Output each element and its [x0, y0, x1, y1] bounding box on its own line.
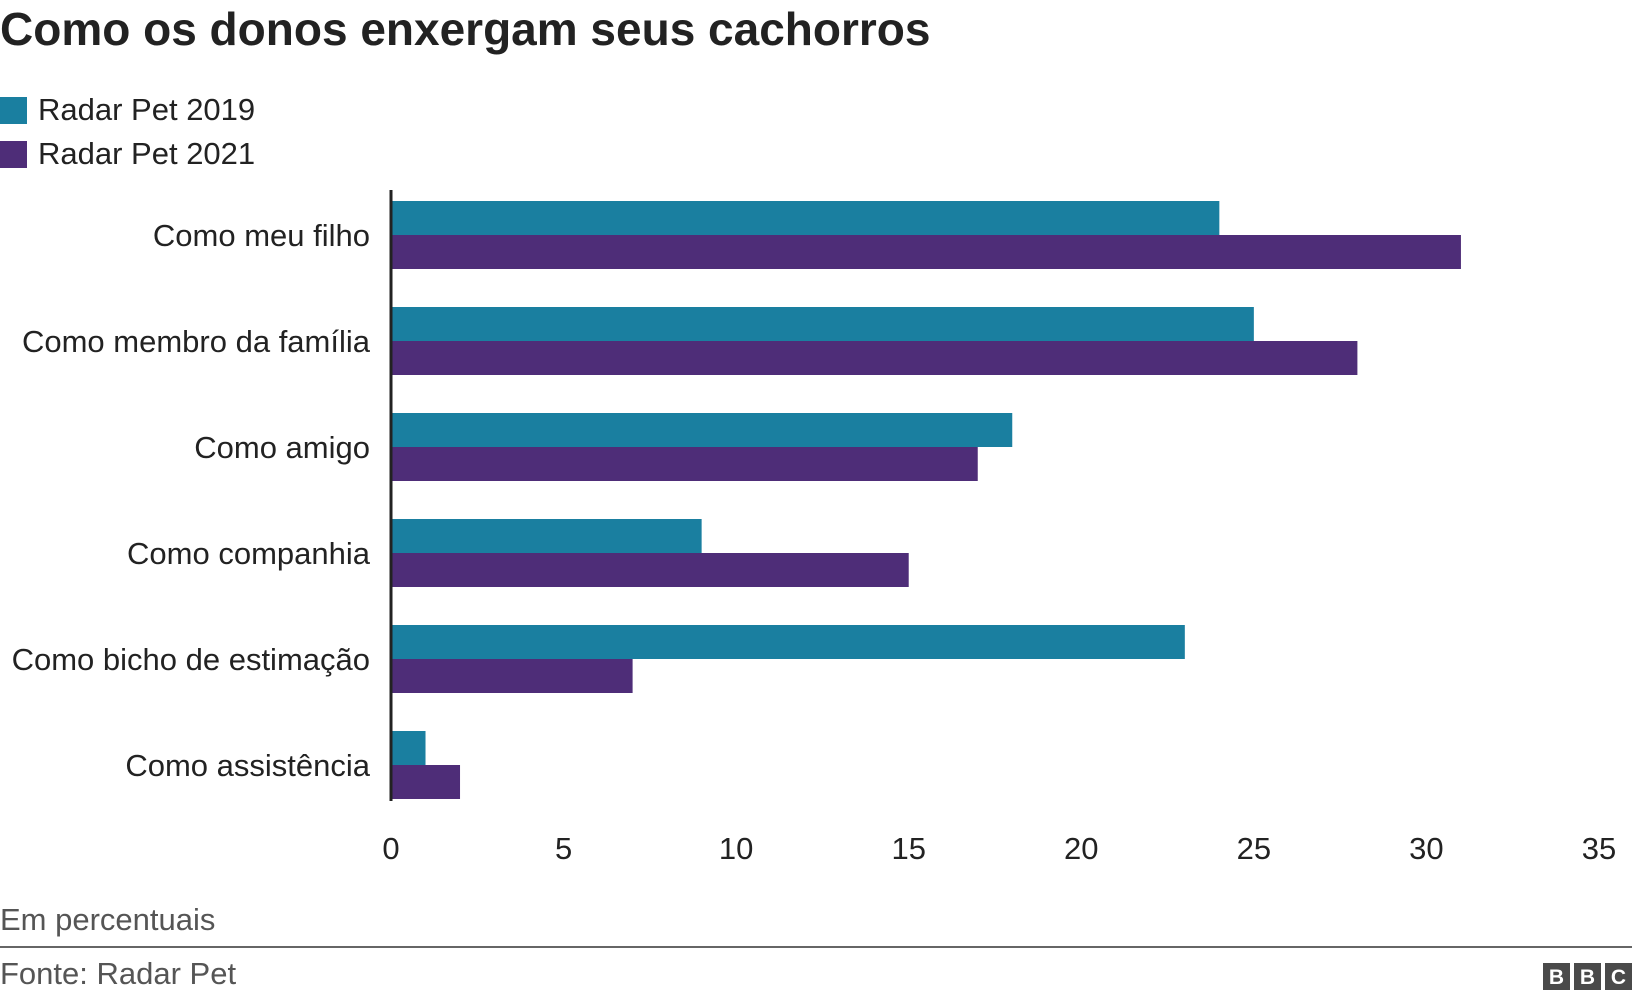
category-label-como-amigo: Como amigo	[194, 430, 370, 465]
legend-swatch-2019	[0, 96, 27, 124]
bbc-logo-box-1: B	[1543, 963, 1570, 990]
bar-radar-pet-2019-como-bicho-de-estimacao	[391, 625, 1185, 659]
category-label-como-companhia: Como companhia	[127, 536, 371, 571]
bbc-logo-box-2: B	[1574, 963, 1601, 990]
bar-radar-pet-2021-como-companhia	[391, 553, 909, 587]
svg-text:C: C	[1611, 966, 1626, 989]
legend-item-2019: Radar Pet 2019	[0, 88, 255, 132]
legend-item-2021: Radar Pet 2021	[0, 132, 255, 176]
bbc-logo-box-3: C	[1605, 963, 1632, 990]
bar-radar-pet-2019-como-companhia	[391, 519, 702, 553]
bar-radar-pet-2019-como-membro-da-familia	[391, 307, 1254, 341]
x-tick-label-30: 30	[1409, 831, 1443, 866]
legend: Radar Pet 2019 Radar Pet 2021	[0, 88, 255, 176]
x-tick-label-25: 25	[1237, 831, 1271, 866]
chart-title: Como os donos enxergam seus cachorros	[0, 3, 931, 55]
footer-divider	[0, 946, 1632, 948]
svg-text:B: B	[1549, 966, 1564, 989]
bar-radar-pet-2021-como-assistencia	[391, 765, 461, 799]
unit-note: Em percentuais	[0, 902, 216, 937]
legend-label-2021: Radar Pet 2021	[38, 136, 256, 171]
x-tick-label-5: 5	[555, 831, 572, 866]
category-label-como-membro-da-familia: Como membro da família	[22, 324, 371, 359]
source-note: Fonte: Radar Pet	[0, 956, 237, 991]
category-label-como-assistencia: Como assistência	[125, 748, 370, 783]
bbc-logo: B B C	[1543, 963, 1632, 990]
legend-swatch-2021	[0, 140, 27, 168]
x-tick-label-15: 15	[891, 831, 925, 866]
x-tick-label-20: 20	[1064, 831, 1098, 866]
svg-text:B: B	[1580, 966, 1595, 989]
x-tick-label-35: 35	[1582, 831, 1616, 866]
bar-radar-pet-2021-como-bicho-de-estimacao	[391, 659, 633, 693]
bar-radar-pet-2019-como-meu-filho	[391, 201, 1220, 235]
bar-radar-pet-2021-como-amigo	[391, 447, 978, 481]
bar-radar-pet-2021-como-membro-da-familia	[391, 341, 1358, 375]
category-label-como-meu-filho: Como meu filho	[153, 218, 370, 253]
legend-label-2019: Radar Pet 2019	[38, 92, 256, 127]
bar-radar-pet-2019-como-assistencia	[391, 731, 426, 765]
bar-radar-pet-2019-como-amigo	[391, 413, 1013, 447]
x-tick-label-0: 0	[382, 831, 399, 866]
x-tick-label-10: 10	[719, 831, 753, 866]
category-label-como-bicho-de-estimacao: Como bicho de estimação	[12, 642, 370, 677]
bar-radar-pet-2021-como-meu-filho	[391, 235, 1461, 269]
bar-chart: Como meu filho Como membro da família Como…	[12, 190, 1616, 866]
